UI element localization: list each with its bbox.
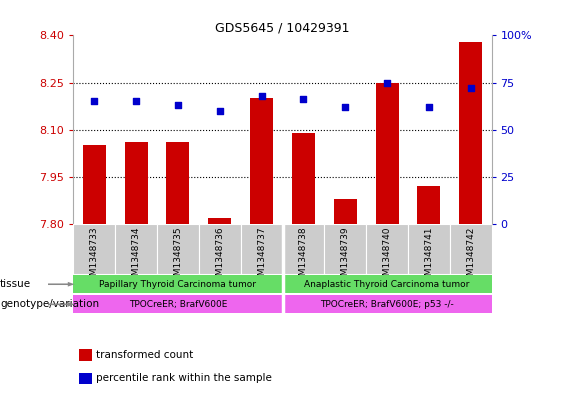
Text: Papillary Thyroid Carcinoma tumor: Papillary Thyroid Carcinoma tumor bbox=[99, 280, 257, 289]
Bar bbox=[334, 199, 357, 224]
Bar bbox=[73, 275, 282, 293]
Text: GSM1348737: GSM1348737 bbox=[257, 226, 266, 287]
Text: GSM1348733: GSM1348733 bbox=[90, 226, 99, 287]
Bar bbox=[115, 224, 157, 274]
Point bbox=[466, 85, 475, 91]
Bar bbox=[450, 224, 492, 274]
Bar bbox=[408, 224, 450, 274]
Point bbox=[383, 79, 392, 86]
Bar bbox=[250, 98, 273, 224]
Bar bbox=[282, 295, 492, 313]
Point bbox=[299, 96, 308, 103]
Bar bbox=[241, 224, 282, 274]
Bar bbox=[167, 142, 189, 224]
Bar bbox=[366, 224, 408, 274]
Text: percentile rank within the sample: percentile rank within the sample bbox=[96, 373, 272, 384]
Text: GSM1348739: GSM1348739 bbox=[341, 226, 350, 287]
Bar bbox=[292, 133, 315, 224]
Bar bbox=[376, 83, 398, 224]
Text: TPOCreER; BrafV600E; p53 -/-: TPOCreER; BrafV600E; p53 -/- bbox=[320, 300, 454, 309]
Bar bbox=[73, 295, 282, 313]
Bar bbox=[282, 275, 492, 293]
Bar bbox=[83, 145, 106, 224]
Bar bbox=[324, 224, 366, 274]
Bar bbox=[199, 224, 241, 274]
Point bbox=[215, 108, 224, 114]
Text: Anaplastic Thyroid Carcinoma tumor: Anaplastic Thyroid Carcinoma tumor bbox=[305, 280, 470, 289]
Text: GSM1348738: GSM1348738 bbox=[299, 226, 308, 287]
Text: GSM1348734: GSM1348734 bbox=[132, 226, 141, 287]
Bar bbox=[418, 186, 440, 224]
Title: GDS5645 / 10429391: GDS5645 / 10429391 bbox=[215, 21, 350, 34]
Point bbox=[173, 102, 182, 108]
Point bbox=[341, 104, 350, 110]
Text: transformed count: transformed count bbox=[96, 350, 193, 360]
Point bbox=[257, 93, 266, 99]
Bar bbox=[208, 218, 231, 224]
Text: tissue: tissue bbox=[0, 279, 31, 289]
Text: GSM1348735: GSM1348735 bbox=[173, 226, 182, 287]
Bar bbox=[282, 224, 324, 274]
Text: GSM1348740: GSM1348740 bbox=[383, 226, 392, 287]
Bar bbox=[125, 142, 147, 224]
Bar bbox=[459, 42, 482, 224]
Bar bbox=[73, 224, 115, 274]
Point bbox=[424, 104, 433, 110]
Text: genotype/variation: genotype/variation bbox=[0, 299, 99, 309]
Text: GSM1348736: GSM1348736 bbox=[215, 226, 224, 287]
Text: TPOCreER; BrafV600E: TPOCreER; BrafV600E bbox=[129, 300, 227, 309]
Bar bbox=[157, 224, 199, 274]
Text: GSM1348742: GSM1348742 bbox=[466, 226, 475, 287]
Point bbox=[90, 98, 99, 105]
Text: GSM1348741: GSM1348741 bbox=[424, 226, 433, 287]
Point bbox=[132, 98, 141, 105]
